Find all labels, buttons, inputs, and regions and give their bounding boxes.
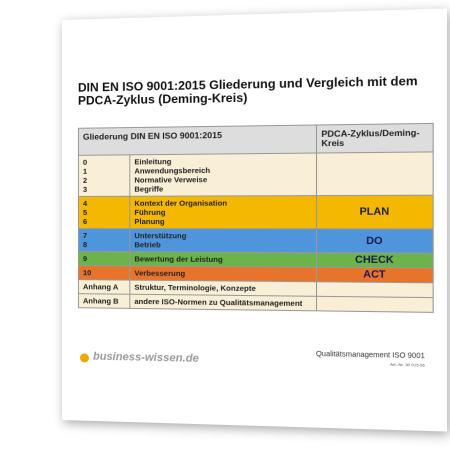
section-title: andere ISO-Normen zu Qualitätsmanagement	[134, 296, 303, 309]
section-number: 1	[82, 166, 88, 176]
header-cell: Gliederung DIN EN ISO 9001:2015	[78, 125, 317, 156]
section-number: 6	[82, 216, 88, 227]
number-cell: 9	[78, 251, 130, 266]
section-title: Bewertung der Leistung	[134, 254, 223, 265]
table-row: 4 5 6 Kontext der Organisation Führung Planun…	[78, 195, 434, 229]
document-page: DIN EN ISO 9001:2015 Gliederung und Verg…	[62, 8, 448, 432]
item-cell: Kontext der Organisation Führung Planung	[129, 195, 317, 229]
pdca-phase: CHECK	[355, 254, 394, 267]
item-cell: Bewertung der Leistung	[129, 251, 317, 268]
number-cell: Anhang A	[78, 279, 130, 295]
section-number: 2	[82, 175, 88, 185]
table-row: 7 8 Unterstützung Betrieb DO	[78, 228, 434, 254]
product: Qualitätsmanagement ISO 9001	[315, 350, 425, 361]
section-number: 5	[82, 207, 88, 217]
pdca-cell: DO	[316, 228, 434, 254]
item-cell: Einleitung Anwendungsbereich Normative Ver…	[129, 153, 317, 197]
pdca-cell: PLAN	[316, 195, 434, 229]
pdca-cell	[316, 151, 434, 196]
pdca-cell: CHECK	[316, 252, 434, 269]
article-number: Art.-Nr. 30 015 06	[390, 361, 425, 368]
number-cell: Anhang B	[78, 293, 130, 309]
section-number: 9	[82, 254, 88, 264]
section-title: Betrieb	[134, 240, 161, 250]
header-row: Gliederung DIN EN ISO 9001:2015 PDCA-Zyk…	[78, 123, 434, 156]
section-title: Führung	[134, 207, 166, 217]
header-cell: PDCA-Zyklus/Deming-Kreis	[316, 123, 434, 154]
table-row: Anhang B andere ISO-Normen zu Qualitätsma…	[78, 293, 434, 313]
section-number: 4	[82, 198, 88, 208]
section-number: Anhang A	[82, 282, 119, 292]
pdca-cell: ACT	[316, 267, 434, 283]
section-number: 7	[82, 231, 88, 241]
table-row: 0 1 2 3 Einleitung Anwendungsbereich Normative…	[78, 151, 434, 197]
pdca-phase: PLAN	[359, 206, 390, 218]
number-cell: 10	[78, 265, 130, 281]
pdca-cell	[316, 281, 434, 298]
pdca-cell	[316, 296, 434, 313]
section-title: Kontext der Organisation	[134, 198, 228, 208]
pdca-phase: ACT	[363, 269, 386, 281]
section-number: 3	[82, 184, 88, 194]
section-title: Struktur, Terminologie, Konzepte	[134, 282, 256, 294]
section-title: Planung	[134, 216, 165, 227]
pdca-phase: DO	[366, 235, 383, 247]
table-body: 0 1 2 3 Einleitung Anwendungsbereich Normative…	[78, 151, 434, 313]
item-cell: andere ISO-Normen zu Qualitätsmanagement	[129, 294, 317, 311]
section-number: Anhang B	[82, 296, 119, 306]
section-number: 10	[82, 268, 92, 278]
table: Gliederung DIN EN ISO 9001:2015 PDCA-Zyk…	[78, 123, 434, 313]
section-title: Begriffe	[134, 184, 164, 194]
section-title: Unterstützung	[134, 231, 187, 241]
title: DIN EN ISO 9001:2015 Gliederung und Verg…	[77, 73, 418, 108]
section-number: 0	[82, 157, 88, 167]
section-title: Verbesserung	[134, 268, 186, 279]
brand: business-wissen.de	[92, 350, 199, 365]
item-cell: Unterstützung Betrieb	[129, 228, 317, 253]
section-number: 8	[82, 240, 88, 250]
